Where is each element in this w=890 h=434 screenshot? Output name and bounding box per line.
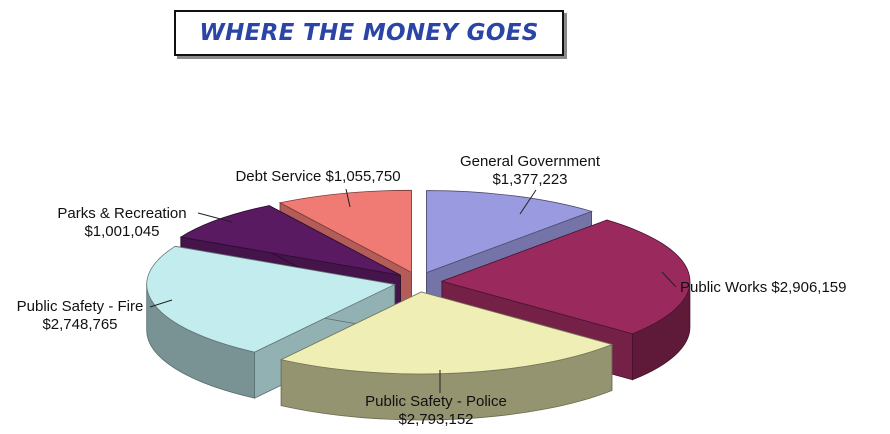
pie-slice-top-public-safety-fire <box>146 245 397 353</box>
slice-category-public-safety-police: Public Safety - Police <box>365 393 507 410</box>
pie-slice-top-parks-recreation <box>179 205 401 276</box>
leader-line-public-safety-fire <box>149 299 173 308</box>
slice-value-parks-recreation: $1,001,045 <box>84 223 159 240</box>
slice-category-general-government: General Government <box>460 153 601 170</box>
slice-label-parks-recreation: Parks & Recreation$1,001,045 <box>57 205 233 240</box>
slice-value-debt-service: $1,055,750 <box>321 168 400 185</box>
leader-line-debt-service <box>345 188 351 208</box>
leader-line-general-government <box>519 189 537 215</box>
pie-slice-public-safety-police <box>279 291 614 421</box>
pie-slice-top-debt-service <box>278 189 412 273</box>
chart-title-box: WHERE THE MONEY GOES <box>174 10 564 56</box>
slice-value-public-works: $2,906,159 <box>767 279 846 296</box>
slice-value-public-safety-fire: $2,748,765 <box>42 316 117 333</box>
slice-label-debt-service: Debt Service $1,055,750 <box>235 168 401 208</box>
slice-label-text-public-works: Public Works $2,906,159 <box>680 279 847 296</box>
slice-label-public-safety-fire: Public Safety - Fire$2,748,765 <box>17 298 173 333</box>
pie-slice-top-public-works <box>440 219 691 335</box>
slice-value-public-safety-police: $2,793,152 <box>398 411 473 428</box>
slice-label-public-works: Public Works $2,906,159 <box>661 271 847 296</box>
slice-category-public-safety-fire: Public Safety - Fire <box>17 298 144 315</box>
slice-value-general-government: $1,377,223 <box>492 171 567 188</box>
slice-category-debt-service: Debt Service <box>235 168 321 185</box>
slice-category-parks-recreation: Parks & Recreation <box>57 205 186 222</box>
chart-title: WHERE THE MONEY GOES <box>199 20 539 46</box>
leader-line-public-works <box>661 271 677 288</box>
slice-label-text-debt-service: Debt Service $1,055,750 <box>235 168 400 185</box>
pie-slice-top-public-safety-police <box>279 291 614 375</box>
slice-label-public-safety-police: Public Safety - Police$2,793,152 <box>365 370 507 428</box>
slice-label-general-government: General Government$1,377,223 <box>460 153 601 215</box>
leader-line-parks-recreation <box>197 212 233 223</box>
pie-slice-top-general-government <box>426 190 593 274</box>
slice-category-public-works: Public Works <box>680 279 767 296</box>
